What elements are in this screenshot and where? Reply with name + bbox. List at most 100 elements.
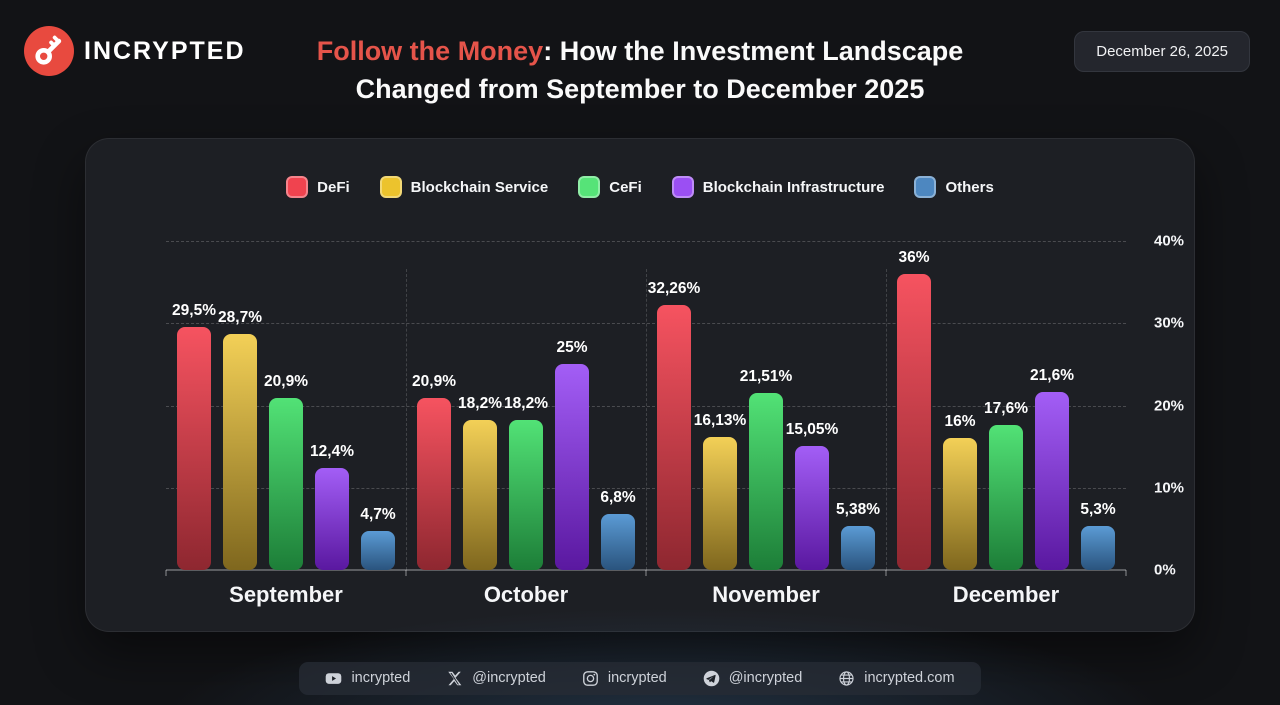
bar-september-defi: 29,5% xyxy=(172,241,216,570)
legend-item-3: Blockchain Infrastructure xyxy=(671,176,885,198)
legend-item-1: Blockchain Service xyxy=(379,176,549,198)
bar-value-label: 17,6% xyxy=(984,400,1028,418)
bar-rect xyxy=(897,273,931,570)
bar-rect xyxy=(509,420,543,570)
bar-september-blockchain-infrastructure: 12,4% xyxy=(310,241,354,570)
instagram-icon xyxy=(582,670,599,687)
bar-october-others: 6,8% xyxy=(600,241,636,570)
bar-rect xyxy=(463,420,497,570)
bar-value-label: 15,05% xyxy=(785,421,839,439)
social-handle: incrypted xyxy=(351,670,411,686)
bar-value-label: 29,5% xyxy=(172,302,216,320)
header: INCRYPTED Follow the Money: How the Inve… xyxy=(0,0,1280,120)
legend-swatch xyxy=(379,176,402,198)
bar-rect xyxy=(555,364,589,570)
bar-value-label: 28,7% xyxy=(218,308,262,326)
bar-november-defi: 32,26% xyxy=(648,241,700,570)
social-item-x[interactable]: @incrypted xyxy=(446,670,546,687)
bar-rect xyxy=(1081,526,1115,570)
bar-rect xyxy=(361,531,395,570)
axis-tick xyxy=(165,570,167,576)
bar-value-label: 25% xyxy=(556,339,588,357)
legend-item-4: Others xyxy=(914,176,994,198)
category-label-december: December xyxy=(952,582,1060,607)
footer: incrypted @incrypted incrypted @incrypted in… xyxy=(0,651,1280,705)
bar-value-label: 36% xyxy=(898,248,930,266)
y-tick-20%: 20% xyxy=(1154,397,1185,414)
axis-tick xyxy=(405,570,407,576)
bar-rect xyxy=(177,327,211,570)
chart-card: DeFi Blockchain Service CeFi Blockchain Inf… xyxy=(85,138,1195,632)
bar-october-defi: 20,9% xyxy=(412,241,456,570)
bar-group-november: 32,26% 16,13% 21,51% 15,05% 5,38% November xyxy=(646,241,886,607)
social-item-telegram[interactable]: @incrypted xyxy=(703,670,803,687)
bar-rect xyxy=(657,304,691,570)
legend-item-0: DeFi xyxy=(286,176,350,198)
youtube-icon xyxy=(325,670,342,687)
bar-december-others: 5,3% xyxy=(1080,241,1116,570)
bar-september-cefi: 20,9% xyxy=(264,241,308,570)
bar-groups: 29,5% 28,7% 20,9% 12,4% 4,7% September 20,9% 18… xyxy=(166,241,1126,607)
plot-area: 29,5% 28,7% 20,9% 12,4% 4,7% September 20,9% 18… xyxy=(165,241,1127,607)
bar-rect xyxy=(989,425,1023,570)
bar-value-label: 18,2% xyxy=(504,395,548,413)
title-line2: Changed from September to December 2025 xyxy=(355,74,925,104)
page-title: Follow the Money: How the Investment Lan… xyxy=(240,32,1040,108)
social-handle: incrypted xyxy=(607,670,667,686)
legend-swatch xyxy=(671,176,694,198)
bar-rect xyxy=(315,468,349,570)
date-badge: December 26, 2025 xyxy=(1074,31,1250,72)
bar-value-label: 16% xyxy=(944,413,976,431)
bar-value-label: 18,2% xyxy=(458,395,502,413)
title-rest: : How the Investment Landscape xyxy=(543,36,964,66)
gridline-20% xyxy=(166,405,1126,407)
bar-rect xyxy=(417,398,451,570)
bar-september-others: 4,7% xyxy=(360,241,396,570)
group-separator xyxy=(886,269,887,570)
x-axis-baseline xyxy=(166,569,1126,571)
globe-icon xyxy=(838,670,855,687)
bar-rect xyxy=(749,393,783,570)
bar-value-label: 4,7% xyxy=(360,506,396,524)
legend-swatch xyxy=(286,176,309,198)
bar-november-blockchain-service: 16,13% xyxy=(694,241,746,570)
y-tick-30%: 30% xyxy=(1154,314,1185,332)
bar-value-label: 21,6% xyxy=(1030,367,1074,385)
social-item-youtube[interactable]: incrypted xyxy=(325,670,410,687)
legend-item-2: CeFi xyxy=(578,176,642,198)
bar-value-label: 6,8% xyxy=(600,489,636,507)
legend-label: Blockchain Service xyxy=(410,178,549,196)
social-handle: @incrypted xyxy=(728,670,803,686)
x-icon xyxy=(446,670,463,687)
social-item-globe[interactable]: incrypted.com xyxy=(838,670,955,687)
title-highlight: Follow the Money xyxy=(316,36,544,66)
group-separator xyxy=(646,269,647,570)
bar-october-cefi: 18,2% xyxy=(504,241,548,570)
legend-swatch xyxy=(578,176,601,198)
bar-november-others: 5,38% xyxy=(836,241,880,570)
axis-tick xyxy=(885,570,887,576)
axis-tick xyxy=(645,570,647,576)
bar-rect xyxy=(841,525,875,570)
bar-september-blockchain-service: 28,7% xyxy=(218,241,262,570)
legend-label: Blockchain Infrastructure xyxy=(702,178,885,196)
group-separator xyxy=(406,269,407,570)
bar-group-october: 20,9% 18,2% 18,2% 25% 6,8% October xyxy=(406,241,646,607)
bar-value-label: 16,13% xyxy=(693,412,747,430)
bar-value-label: 5,38% xyxy=(836,500,880,518)
bar-value-label: 20,9% xyxy=(412,373,456,391)
legend-label: CeFi xyxy=(609,178,642,196)
legend-label: DeFi xyxy=(317,178,350,196)
bar-rect xyxy=(943,438,977,570)
bar-value-label: 12,4% xyxy=(310,443,354,461)
social-bar: incrypted @incrypted incrypted @incrypted in… xyxy=(299,661,981,695)
y-tick-10%: 10% xyxy=(1154,479,1185,497)
bar-december-blockchain-service: 16% xyxy=(943,241,977,570)
bar-november-blockchain-infrastructure: 15,05% xyxy=(786,241,838,570)
social-handle: @incrypted xyxy=(472,670,546,686)
social-item-instagram[interactable]: incrypted xyxy=(582,670,667,687)
bar-rect xyxy=(601,514,635,570)
chart-legend: DeFi Blockchain Service CeFi Blockchain Inf… xyxy=(86,176,1194,198)
bar-value-label: 5,3% xyxy=(1080,501,1116,519)
bar-rect xyxy=(223,333,257,570)
